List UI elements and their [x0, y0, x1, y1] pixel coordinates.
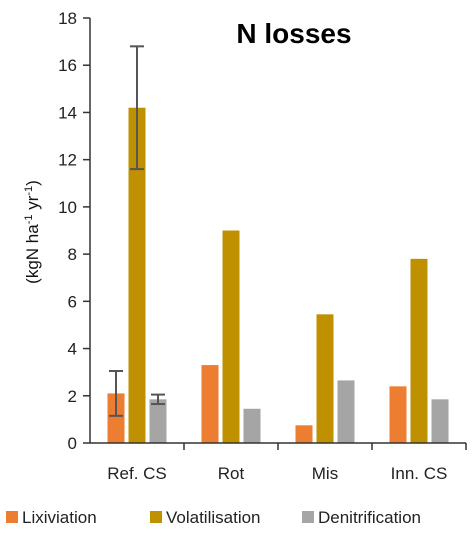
y-axis-label: (kgN ha-1 yr-1) [23, 180, 42, 284]
bar-lixiviation [201, 365, 219, 443]
bar-volatilisation [222, 230, 240, 443]
y-tick-label: 2 [68, 387, 77, 406]
x-tick-label: Inn. CS [391, 464, 448, 483]
y-tick-label: 14 [58, 103, 77, 122]
y-axis-label-suffix: ) [23, 180, 42, 186]
bar-lixiviation [107, 393, 125, 443]
bar-lixiviation [295, 425, 313, 443]
y-tick-label: 4 [68, 340, 77, 359]
y-tick-label: 18 [58, 9, 77, 28]
legend-label-lixiviation: Lixiviation [22, 508, 97, 527]
y-tick-label: 8 [68, 245, 77, 264]
x-tick-label: Mis [312, 464, 338, 483]
y-tick-label: 12 [58, 151, 77, 170]
bar-volatilisation [128, 107, 146, 443]
bar-volatilisation [410, 258, 428, 443]
y-axis-label-mid: yr [23, 195, 42, 214]
x-tick-label: Rot [218, 464, 245, 483]
legend-swatch-lixiviation [6, 511, 18, 523]
bar-denitrification [149, 399, 167, 443]
bar-volatilisation [316, 314, 334, 443]
bar-denitrification [243, 408, 261, 443]
y-axis-label-sup-2: -1 [23, 186, 35, 196]
y-tick-label: 10 [58, 198, 77, 217]
legend-swatch-denitrification [302, 511, 314, 523]
y-tick-label: 16 [58, 56, 77, 75]
legend-swatch-volatilisation [150, 511, 162, 523]
y-axis-label-sup-1: -1 [23, 215, 35, 225]
y-axis-label-prefix: (kgN ha [23, 224, 42, 284]
plot-area: 0 2 4 6 8 10 12 14 16 18 Ref. CS Rot Mis Inn. CS [58, 9, 467, 483]
y-tick-label: 6 [68, 292, 77, 311]
x-tick-label: Ref. CS [107, 464, 167, 483]
bar-denitrification [337, 380, 355, 443]
y-tick-label: 0 [68, 434, 77, 453]
bar-denitrification [431, 399, 449, 443]
bar-lixiviation [389, 386, 407, 443]
legend-label-volatilisation: Volatilisation [166, 508, 261, 527]
legend-label-denitrification: Denitrification [318, 508, 421, 527]
chart-title: N losses [236, 18, 351, 49]
legend: Lixiviation Volatilisation Denitrification [6, 508, 421, 527]
